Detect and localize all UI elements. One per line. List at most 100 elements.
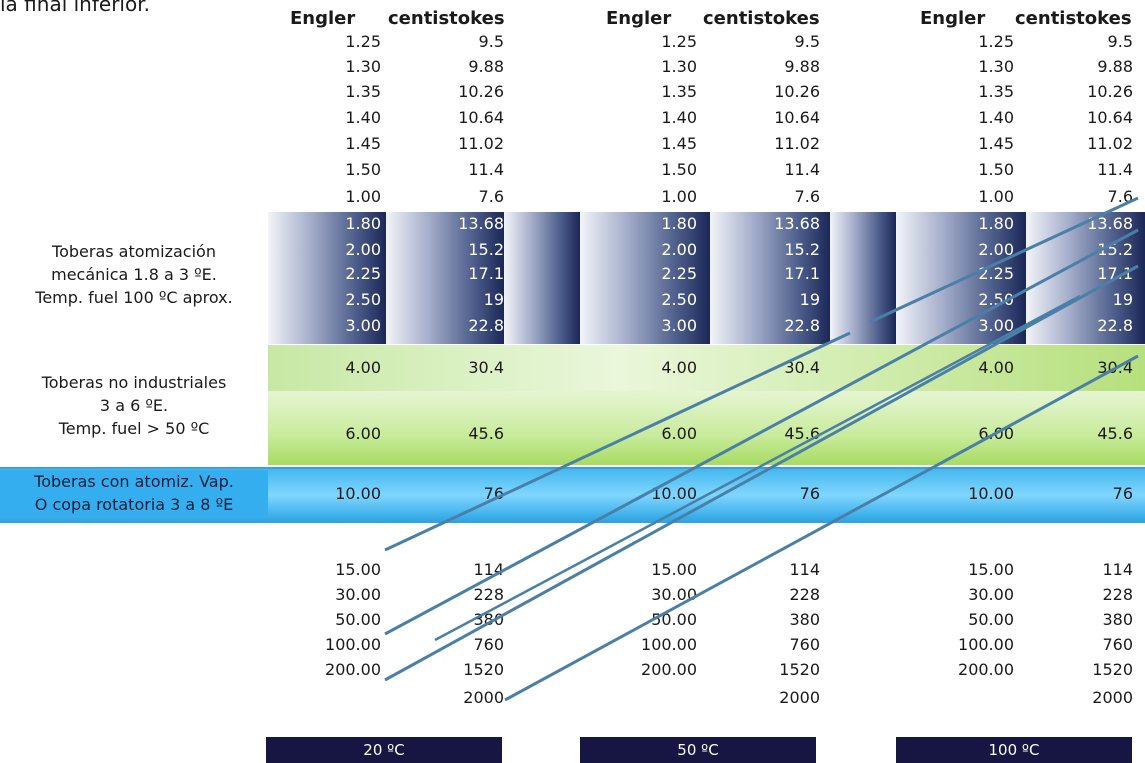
cell-centistokes-100c: 11.02 — [1087, 134, 1133, 153]
cell-centistokes-50c: 11.4 — [784, 160, 820, 179]
cell-centistokes-20c: 760 — [473, 635, 504, 654]
cell-engler-50c: 100.00 — [641, 635, 697, 654]
label-non-industrial-nozzles: Toberas no industriales 3 a 6 ºE. Temp. … — [41, 373, 227, 438]
cell-engler-100c: 4.00 — [978, 358, 1014, 377]
cell-centistokes-20c: 7.6 — [478, 187, 504, 206]
cell-centistokes-50c: 760 — [789, 635, 820, 654]
cell-engler-50c: 1.45 — [661, 134, 697, 153]
cell-centistokes-50c: 2000 — [779, 688, 820, 707]
cell-centistokes-100c: 114 — [1102, 560, 1133, 579]
cell-centistokes-100c: 45.6 — [1097, 424, 1133, 443]
cell-centistokes-50c: 114 — [789, 560, 820, 579]
cell-centistokes-20c: 19 — [483, 290, 504, 309]
cell-engler-20c: 1.00 — [345, 187, 381, 206]
cell-centistokes-100c: 760 — [1102, 635, 1133, 654]
cell-centistokes-50c: 9.5 — [794, 32, 820, 51]
cell-centistokes-100c: 9.5 — [1107, 32, 1133, 51]
cell-centistokes-100c: 17.1 — [1097, 264, 1133, 283]
header-centistokes-20c: centistokes — [388, 8, 505, 29]
header-centistokes-50c: centistokes — [703, 8, 820, 29]
cell-centistokes-50c: 17.1 — [784, 264, 820, 283]
cell-centistokes-100c: 2000 — [1092, 688, 1133, 707]
cell-engler-20c: 1.25 — [345, 32, 381, 51]
cell-engler-100c: 3.00 — [978, 316, 1014, 335]
cell-centistokes-100c: 13.68 — [1087, 214, 1133, 233]
cell-centistokes-100c: 15.2 — [1097, 240, 1133, 259]
cell-engler-100c: 1.30 — [978, 57, 1014, 76]
cell-engler-50c: 2.25 — [661, 264, 697, 283]
cell-centistokes-100c: 1520 — [1092, 660, 1133, 679]
top-caption: la final inferior. — [0, 0, 150, 16]
cell-centistokes-100c: 7.6 — [1107, 187, 1133, 206]
cell-engler-50c: 2.00 — [661, 240, 697, 259]
cell-centistokes-50c: 19 — [799, 290, 820, 309]
cell-engler-100c: 1.35 — [978, 82, 1014, 101]
cell-engler-20c: 1.80 — [345, 214, 381, 233]
cell-centistokes-50c: 22.8 — [784, 316, 820, 335]
cell-engler-20c: 1.40 — [345, 108, 381, 127]
cell-centistokes-20c: 13.68 — [458, 214, 504, 233]
cell-engler-100c: 1.80 — [978, 214, 1014, 233]
cell-engler-50c: 200.00 — [641, 660, 697, 679]
cell-engler-50c: 6.00 — [661, 424, 697, 443]
cell-centistokes-100c: 10.64 — [1087, 108, 1133, 127]
cell-engler-50c: 4.00 — [661, 358, 697, 377]
cell-engler-20c: 1.35 — [345, 82, 381, 101]
cell-engler-20c: 6.00 — [345, 424, 381, 443]
cell-engler-20c: 2.50 — [345, 290, 381, 309]
label-mechanical-nozzles: Toberas atomización mecánica 1.8 a 3 ºE.… — [35, 242, 233, 307]
cell-engler-50c: 1.25 — [661, 32, 697, 51]
cell-engler-100c: 1.45 — [978, 134, 1014, 153]
cell-engler-20c: 3.00 — [345, 316, 381, 335]
cell-engler-50c: 2.50 — [661, 290, 697, 309]
cell-centistokes-20c: 228 — [473, 585, 504, 604]
cell-centistokes-20c: 22.8 — [468, 316, 504, 335]
cell-engler-20c: 15.00 — [335, 560, 381, 579]
cell-engler-100c: 1.50 — [978, 160, 1014, 179]
cell-centistokes-20c: 11.02 — [458, 134, 504, 153]
cell-centistokes-50c: 30.4 — [784, 358, 820, 377]
label-steam-rotary-nozzles: Toberas con atomiz. Vap. O copa rotatori… — [0, 470, 268, 516]
cell-centistokes-20c: 30.4 — [468, 358, 504, 377]
cell-engler-100c: 2.50 — [978, 290, 1014, 309]
cell-engler-100c: 200.00 — [958, 660, 1014, 679]
cell-engler-50c: 1.30 — [661, 57, 697, 76]
cell-engler-100c: 1.25 — [978, 32, 1014, 51]
cell-centistokes-100c: 22.8 — [1097, 316, 1133, 335]
cell-centistokes-50c: 7.6 — [794, 187, 820, 206]
cell-engler-20c: 100.00 — [325, 635, 381, 654]
cell-engler-20c: 30.00 — [335, 585, 381, 604]
cell-centistokes-100c: 11.4 — [1097, 160, 1133, 179]
header-engler-50c: Engler — [606, 8, 672, 29]
cell-centistokes-50c: 9.88 — [784, 57, 820, 76]
cell-engler-100c: 50.00 — [968, 610, 1014, 629]
cell-centistokes-20c: 45.6 — [468, 424, 504, 443]
cell-centistokes-20c: 2000 — [463, 688, 504, 707]
cell-centistokes-20c: 9.5 — [478, 32, 504, 51]
cell-centistokes-20c: 17.1 — [468, 264, 504, 283]
cell-engler-100c: 1.40 — [978, 108, 1014, 127]
cell-centistokes-100c: 9.88 — [1097, 57, 1133, 76]
cell-centistokes-50c: 10.64 — [774, 108, 820, 127]
cell-centistokes-50c: 10.26 — [774, 82, 820, 101]
cell-engler-50c: 15.00 — [651, 560, 697, 579]
cell-centistokes-50c: 15.2 — [784, 240, 820, 259]
cell-centistokes-100c: 76 — [1112, 484, 1133, 503]
cell-engler-50c: 1.35 — [661, 82, 697, 101]
cell-centistokes-50c: 76 — [799, 484, 820, 503]
header-engler-100c: Engler — [920, 8, 986, 29]
cell-engler-50c: 1.40 — [661, 108, 697, 127]
cell-engler-20c: 1.30 — [345, 57, 381, 76]
cell-engler-20c: 4.00 — [345, 358, 381, 377]
footer-20c: 20 ºC — [266, 737, 502, 763]
cell-engler-50c: 3.00 — [661, 316, 697, 335]
cell-centistokes-50c: 228 — [789, 585, 820, 604]
cell-centistokes-20c: 10.64 — [458, 108, 504, 127]
header-centistokes-100c: centistokes — [1015, 8, 1132, 29]
cell-centistokes-50c: 1520 — [779, 660, 820, 679]
cell-engler-50c: 1.00 — [661, 187, 697, 206]
cell-engler-100c: 2.00 — [978, 240, 1014, 259]
cell-engler-100c: 1.00 — [978, 187, 1014, 206]
cell-centistokes-50c: 380 — [789, 610, 820, 629]
